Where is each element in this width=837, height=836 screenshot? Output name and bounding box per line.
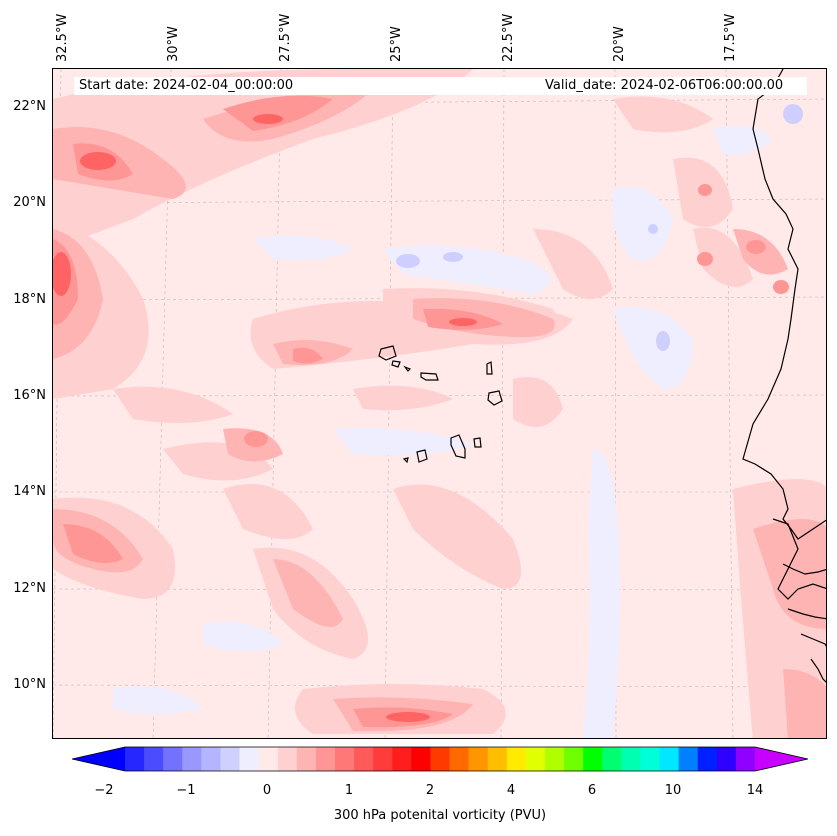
colorbar-extend-max [755, 747, 808, 771]
colorbar-tick-label: 1 [344, 783, 354, 798]
colorbar-segment [411, 747, 431, 771]
longitude-label: 32.5°W [55, 13, 70, 62]
longitude-label: 22.5°W [501, 13, 516, 62]
colorbar-extend-min [72, 747, 125, 771]
colorbar-segment [564, 747, 584, 771]
map-panel [52, 68, 827, 739]
colorbar-segment [125, 747, 145, 771]
colorbar-tick-label: 4 [506, 783, 516, 798]
colorbar-segment [144, 747, 164, 771]
colorbar-segment [525, 747, 546, 771]
colorbar-segment [621, 747, 641, 771]
colorbar-label: 300 hPa potenital vorticity (PVU) [333, 808, 547, 823]
colorbar-segment [354, 747, 374, 771]
latitude-label: 14°N [13, 484, 46, 499]
colorbar-segment [602, 747, 622, 771]
colorbar-segment [335, 747, 355, 771]
colorbar-segment [182, 747, 202, 771]
colorbar-segment [163, 747, 183, 771]
colorbar-segment [220, 747, 241, 771]
colorbar-tick-label: 0 [262, 783, 272, 798]
colorbar-outline [71, 746, 809, 772]
date-header [74, 77, 807, 95]
colorbar [71, 746, 809, 772]
colorbar-tick-label: −2 [94, 783, 114, 798]
colorbar-tick-label: 10 [664, 783, 682, 798]
colorbar-segment [258, 747, 279, 771]
colorbar-segment [315, 747, 336, 771]
latitude-label: 10°N [13, 677, 46, 692]
colorbar-segment [678, 747, 699, 771]
colorbar-segment [659, 747, 680, 771]
colorbar-tick-label: −1 [176, 783, 196, 798]
colorbar-segment [449, 747, 470, 771]
pv-band-high [53, 95, 789, 728]
colorbar-segment [640, 747, 661, 771]
colorbar-segment [468, 747, 489, 771]
longitude-label: 20°W [612, 26, 627, 62]
colorbar-segment [392, 747, 412, 771]
longitude-label: 30°W [166, 26, 181, 62]
longitude-label: 27.5°W [278, 13, 293, 62]
latitude-label: 18°N [13, 292, 46, 307]
latitude-label: 20°N [13, 195, 46, 210]
latitude-label: 16°N [13, 388, 46, 403]
low-pv-cores [396, 104, 803, 351]
colorbar-segment [583, 747, 603, 771]
colorbar-segment [277, 747, 298, 771]
colorbar-tick-label: 2 [425, 783, 435, 798]
colorbar-segment [735, 747, 756, 771]
latitude-label: 22°N [13, 99, 46, 114]
colorbar-tick-label: 6 [587, 783, 597, 798]
colorbar-segment [201, 747, 221, 771]
low-pv-regions [113, 125, 773, 738]
pv-core-max [53, 114, 477, 722]
colorbar-tick-label: 14 [746, 783, 764, 798]
colorbar-segment [296, 747, 317, 771]
colorbar-segment [506, 747, 527, 771]
valid-date-label: Valid_date: 2024-02-06T06:00:00.00 [545, 78, 784, 93]
colorbar-segment [545, 747, 565, 771]
colorbar-segment [697, 747, 718, 771]
colorbar-segment [487, 747, 508, 771]
longitude-label: 17.5°W [723, 13, 738, 62]
latitude-label: 12°N [13, 581, 46, 596]
pv-contour-field [53, 69, 826, 738]
colorbar-segment [716, 747, 737, 771]
colorbar-segment [373, 747, 393, 771]
cape-verde-islands [378, 345, 503, 464]
start-date-label: Start date: 2024-02-04_00:00:00 [79, 78, 294, 93]
colorbar-segment [430, 747, 451, 771]
colorbar-segment [239, 747, 260, 771]
longitude-label: 25°W [389, 26, 404, 62]
